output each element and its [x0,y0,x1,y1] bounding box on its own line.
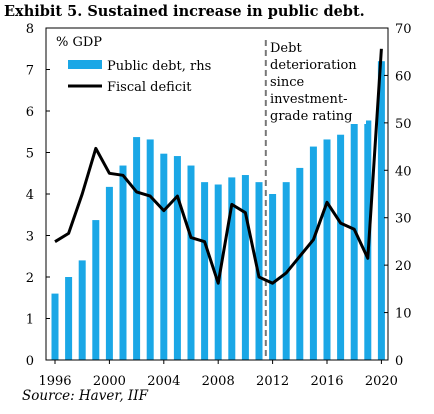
chart-title: Exhibit 5. Sustained increase in public … [4,3,365,20]
x-tick-label: 2012 [256,374,289,389]
bar-public-debt [201,182,209,360]
bar-public-debt [133,137,141,360]
right-tick-label: 70 [395,22,412,37]
bar-public-debt [51,293,59,360]
bar-public-debt [337,134,345,360]
x-tick-label: 2000 [93,374,126,389]
unit-label: % GDP [56,35,102,50]
left-tick-label: 4 [26,188,34,203]
annotation-line: deterioration [270,58,357,73]
x-axis: 1996 2000 2004 2008 2012 2016 2020 [38,360,398,389]
bar-public-debt [377,61,385,360]
legend-label-fiscal-deficit: Fiscal deficit [107,80,192,95]
line-series-fiscal-deficit [54,48,383,285]
source-note: Source: Haver, IIF [22,388,148,404]
annotation-line: since [270,75,304,90]
left-tick-label: 6 [26,105,34,120]
bar-series-public-debt [51,61,385,360]
left-tick-label: 1 [26,313,34,328]
right-tick-label: 60 [395,69,412,84]
right-tick-label: 50 [395,117,412,132]
bar-public-debt [309,146,317,360]
right-tick-label: 40 [395,164,412,179]
bar-public-debt [65,277,73,360]
right-tick-label: 20 [395,259,412,274]
bar-public-debt [214,184,222,360]
left-tick-label: 8 [26,22,34,37]
left-tick-label: 2 [26,271,34,286]
bar-public-debt [105,186,113,360]
bar-public-debt [92,220,100,360]
annotation-line: grade rating [270,109,352,124]
bar-public-debt [269,194,277,360]
right-tick-label: 30 [395,212,412,227]
annotation-background [268,38,366,124]
bar-public-debt [146,139,154,360]
x-tick-label: 2020 [365,374,398,389]
left-tick-label: 3 [26,230,34,245]
left-tick-label: 5 [26,147,34,162]
bar-public-debt [119,165,127,360]
right-tick-label: 0 [395,354,403,369]
annotation-debt-deterioration: Debt deterioration since investment- gra… [268,38,366,124]
legend: Public debt, rhs Fiscal deficit [68,59,211,95]
bar-public-debt [323,139,331,360]
bar-public-debt [160,153,168,360]
x-tick-label: 1996 [38,374,71,389]
legend-label-public-debt: Public debt, rhs [107,59,211,74]
left-axis: 0 1 2 3 4 5 6 7 8 [26,22,50,369]
bar-public-debt [241,175,249,360]
x-tick-label: 2004 [147,374,180,389]
bar-public-debt [350,122,358,360]
x-tick-label: 2008 [202,374,235,389]
left-tick-label: 0 [26,354,34,369]
annotation-line: Debt [270,41,302,56]
legend-swatch-public-debt [68,60,102,69]
right-axis: 0 10 20 30 40 50 60 70 [384,22,412,369]
x-tick-label: 2016 [310,374,343,389]
bar-public-debt [173,156,181,360]
bar-public-debt [78,260,86,360]
bar-public-debt [228,177,236,360]
right-tick-label: 10 [395,307,412,322]
left-tick-label: 7 [26,64,34,79]
bar-public-debt [296,167,304,360]
bar-public-debt [187,165,195,360]
annotation-line: investment- [270,92,347,107]
